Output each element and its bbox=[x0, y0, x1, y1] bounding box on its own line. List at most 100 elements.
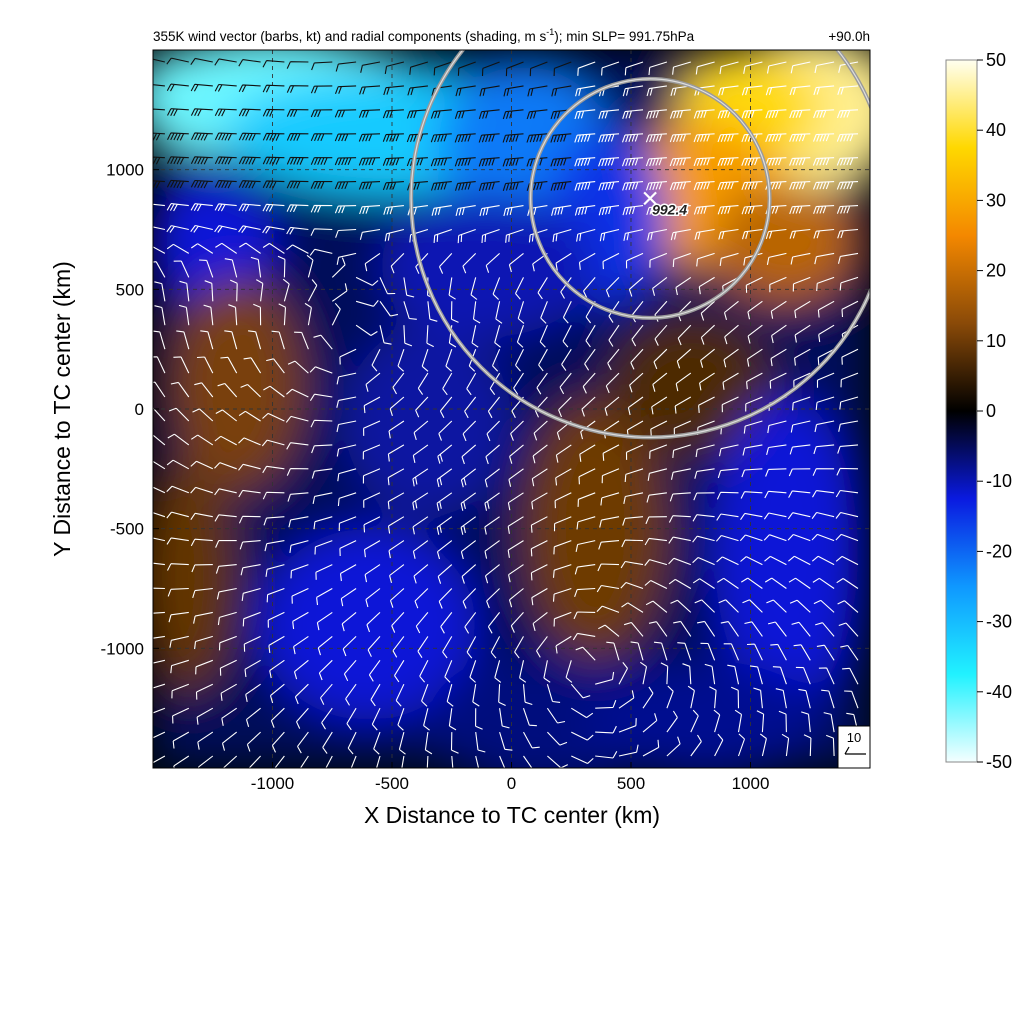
wind-barb bbox=[533, 420, 548, 441]
wind-barb bbox=[673, 620, 692, 637]
wind-barb bbox=[581, 396, 596, 417]
wind-barb bbox=[287, 492, 309, 502]
wind-barb bbox=[813, 109, 835, 119]
wind-barb bbox=[502, 181, 524, 191]
wind-barb bbox=[551, 205, 572, 216]
wind-barb bbox=[355, 300, 379, 307]
wind-barb bbox=[561, 348, 572, 371]
wind-barb bbox=[359, 205, 381, 215]
wind-barb bbox=[573, 611, 596, 620]
wind-barb bbox=[360, 61, 381, 73]
wind-barb bbox=[336, 444, 357, 457]
wind-barb bbox=[621, 157, 644, 167]
x-tick-label: 1000 bbox=[732, 774, 770, 793]
wind-barb bbox=[558, 396, 572, 418]
wind-barb bbox=[746, 348, 763, 367]
wind-barb bbox=[316, 588, 333, 606]
wind-barb bbox=[462, 253, 477, 274]
wind-barb bbox=[241, 587, 261, 601]
wind-barb bbox=[764, 555, 787, 566]
wind-barb bbox=[718, 599, 739, 613]
wind-barb bbox=[334, 85, 357, 94]
wind-barb bbox=[166, 179, 189, 189]
wind-barb bbox=[197, 755, 214, 768]
wind-barb bbox=[530, 564, 548, 581]
y-tick-label: -1000 bbox=[101, 639, 144, 658]
wind-barb bbox=[364, 252, 381, 272]
wind-barb bbox=[153, 587, 165, 590]
wind-barb bbox=[552, 564, 572, 578]
wind-barb bbox=[723, 348, 739, 368]
shading-region bbox=[583, 660, 823, 768]
wind-barb bbox=[801, 711, 811, 733]
wind-barb bbox=[238, 156, 261, 165]
wind-barb bbox=[484, 564, 500, 584]
wind-barb bbox=[677, 324, 692, 346]
wind-barb bbox=[454, 157, 476, 167]
wind-barb bbox=[238, 437, 261, 446]
colorbar-tick-label: -50 bbox=[986, 752, 1012, 772]
wind-barb bbox=[693, 133, 715, 143]
wind-barb bbox=[503, 205, 524, 217]
wind-barb bbox=[794, 300, 811, 319]
wind-barb bbox=[741, 468, 763, 478]
wind-barb bbox=[173, 356, 190, 374]
wind-barb bbox=[602, 252, 620, 270]
wind-barb bbox=[628, 276, 644, 297]
wind-barb bbox=[793, 644, 811, 661]
wind-barb bbox=[190, 460, 214, 470]
wind-barb bbox=[791, 621, 811, 637]
wind-barb bbox=[170, 659, 189, 674]
wind-barb bbox=[743, 420, 763, 434]
wind-barb bbox=[764, 577, 787, 589]
wind-barb bbox=[413, 420, 429, 441]
wind-barb bbox=[766, 444, 787, 456]
wind-barb bbox=[286, 204, 309, 213]
wind-barb bbox=[620, 560, 644, 569]
wind-barb bbox=[204, 280, 214, 302]
wind-barb bbox=[670, 468, 691, 480]
wind-barb bbox=[424, 732, 433, 755]
wind-barb bbox=[289, 540, 309, 553]
wind-barb bbox=[238, 59, 261, 67]
wind-barb bbox=[642, 739, 660, 757]
wind-barb bbox=[153, 611, 165, 614]
wind-barb bbox=[238, 515, 261, 524]
wind-barb bbox=[217, 611, 237, 626]
y-tick-label: 1000 bbox=[106, 161, 144, 180]
wind-barb bbox=[363, 492, 381, 508]
wind-barb bbox=[154, 305, 166, 326]
wind-barb bbox=[529, 61, 548, 77]
wind-barb bbox=[740, 556, 763, 566]
wind-barb bbox=[460, 468, 477, 488]
wind-barb bbox=[692, 578, 715, 589]
colorbar-tick-label: -20 bbox=[986, 541, 1012, 561]
wind-barb bbox=[403, 301, 417, 320]
wind-barb bbox=[718, 444, 739, 457]
wind-barb bbox=[338, 516, 357, 532]
wind-barb bbox=[446, 684, 454, 707]
wind-barb bbox=[179, 280, 190, 302]
wind-barb bbox=[778, 710, 787, 733]
wind-barb bbox=[290, 564, 309, 579]
wind-barb bbox=[531, 468, 548, 487]
wind-barb bbox=[627, 396, 644, 416]
wind-barb bbox=[262, 225, 285, 234]
wind-barb bbox=[668, 536, 691, 544]
wind-barb bbox=[292, 611, 309, 630]
shading-region bbox=[153, 457, 237, 696]
wind-barb bbox=[741, 205, 763, 215]
wind-barb bbox=[618, 690, 635, 709]
wind-barb bbox=[454, 133, 476, 143]
wind-barb bbox=[412, 540, 429, 559]
wind-barb bbox=[310, 228, 333, 236]
wind-barb bbox=[696, 620, 716, 637]
wind-barb bbox=[508, 252, 524, 273]
colorbar: 50 40 30 20 10 0 -10 -20 -30 -40 -50 bbox=[945, 50, 1012, 772]
wind-barb bbox=[631, 324, 644, 347]
wind-barb bbox=[265, 564, 285, 577]
plot-area: 992.4 10 bbox=[152, 49, 871, 769]
wind-barb bbox=[239, 242, 261, 254]
wind-barb bbox=[389, 396, 405, 417]
wind-barb bbox=[240, 383, 261, 398]
